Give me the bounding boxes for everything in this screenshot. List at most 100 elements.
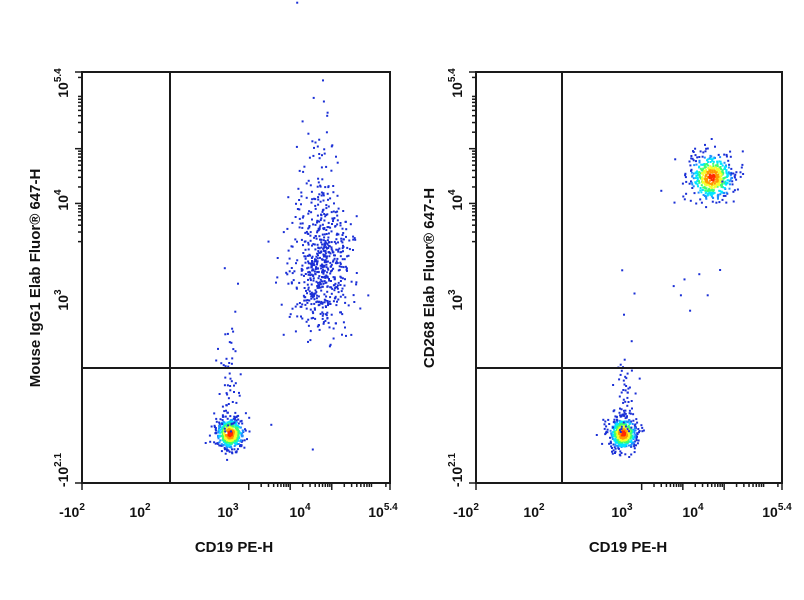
event-dot (312, 223, 315, 226)
event-dot (705, 197, 708, 200)
event-dot (319, 256, 321, 259)
event-dot (233, 421, 236, 424)
event-dot (709, 169, 712, 172)
event-dot (326, 300, 329, 302)
event-dot (296, 1, 299, 4)
event-dot (218, 429, 221, 431)
event-dot (726, 182, 729, 185)
event-dot (310, 190, 313, 193)
event-dot (725, 182, 727, 185)
event-dot (325, 207, 328, 210)
event-dot (702, 169, 705, 172)
event-dot (717, 173, 720, 176)
event-dot (700, 201, 703, 204)
event-dot (321, 178, 324, 181)
event-dot (698, 171, 701, 174)
event-dot (330, 145, 333, 148)
event-dot (624, 453, 627, 456)
event-dot (333, 217, 336, 220)
event-dot (619, 443, 621, 446)
event-dot (717, 193, 720, 196)
event-dot (233, 441, 236, 444)
event-dot (327, 244, 330, 247)
event-dot (731, 180, 734, 183)
event-dot (325, 266, 328, 269)
event-dot (335, 248, 338, 251)
event-dot (218, 421, 221, 424)
event-dot (626, 396, 629, 399)
event-dot (309, 231, 312, 234)
event-dot (727, 166, 730, 169)
event-dot (223, 447, 226, 449)
event-dot (310, 297, 313, 300)
event-dot (318, 303, 321, 306)
event-dot (241, 439, 244, 442)
event-dot (312, 275, 315, 277)
event-dot (307, 179, 310, 182)
event-dot (312, 262, 315, 265)
event-dot (316, 214, 319, 217)
event-dot (615, 444, 618, 447)
event-dot (330, 292, 333, 295)
event-dot (689, 309, 692, 312)
event-dot (605, 425, 608, 428)
event-dot (228, 421, 231, 424)
event-dot (303, 281, 306, 284)
event-dot (301, 264, 304, 267)
event-dot (296, 315, 299, 318)
event-dot (706, 189, 709, 192)
event-dot (223, 384, 226, 387)
event-dot (721, 169, 724, 172)
event-dot (310, 257, 313, 259)
event-dot (231, 451, 233, 454)
event-dot (233, 391, 235, 393)
event-dot (719, 179, 722, 182)
event-dot (709, 176, 712, 179)
event-dot (316, 145, 319, 148)
event-dot (685, 192, 688, 195)
event-dot (224, 427, 227, 430)
event-dot (716, 163, 719, 166)
event-dot (713, 167, 715, 170)
event-dot (321, 270, 324, 273)
event-dot (326, 255, 328, 258)
event-dot (321, 314, 324, 317)
event-dot (613, 446, 616, 449)
event-dot (227, 436, 230, 439)
left-scatter-panel: -102 102 103 104 105.4 -102.1 103 104 10… (27, 1, 398, 556)
event-dot (620, 369, 623, 372)
event-dot (725, 191, 728, 194)
event-dot (328, 300, 331, 303)
event-dot (302, 244, 304, 247)
event-dot (303, 299, 306, 302)
event-dot (330, 211, 333, 214)
event-dot (204, 442, 207, 444)
event-dot (334, 287, 337, 290)
event-dot (214, 442, 217, 445)
event-dot (711, 174, 713, 177)
event-dot (316, 294, 319, 297)
event-dot (355, 283, 358, 286)
event-dot (337, 248, 340, 251)
event-dot (688, 160, 691, 163)
event-dot (323, 280, 326, 283)
event-dot (323, 245, 326, 248)
event-dot (625, 427, 627, 430)
event-dot (319, 251, 322, 254)
event-dot (720, 183, 723, 186)
event-dot (719, 172, 722, 175)
event-dot (288, 270, 291, 273)
event-dot (712, 157, 715, 160)
event-dot (210, 425, 213, 428)
event-dot (309, 293, 312, 295)
event-dot (692, 185, 695, 188)
event-dot (230, 429, 233, 432)
event-dot (633, 447, 636, 450)
event-dot (723, 181, 726, 184)
right-scatter-panel: -102 102 103 104 105.4 -102.1 103 104 10… (421, 68, 792, 556)
event-dot (314, 273, 317, 276)
event-dot (325, 233, 328, 235)
event-dot (304, 273, 307, 275)
event-dot (215, 417, 218, 420)
event-dot (623, 443, 626, 446)
